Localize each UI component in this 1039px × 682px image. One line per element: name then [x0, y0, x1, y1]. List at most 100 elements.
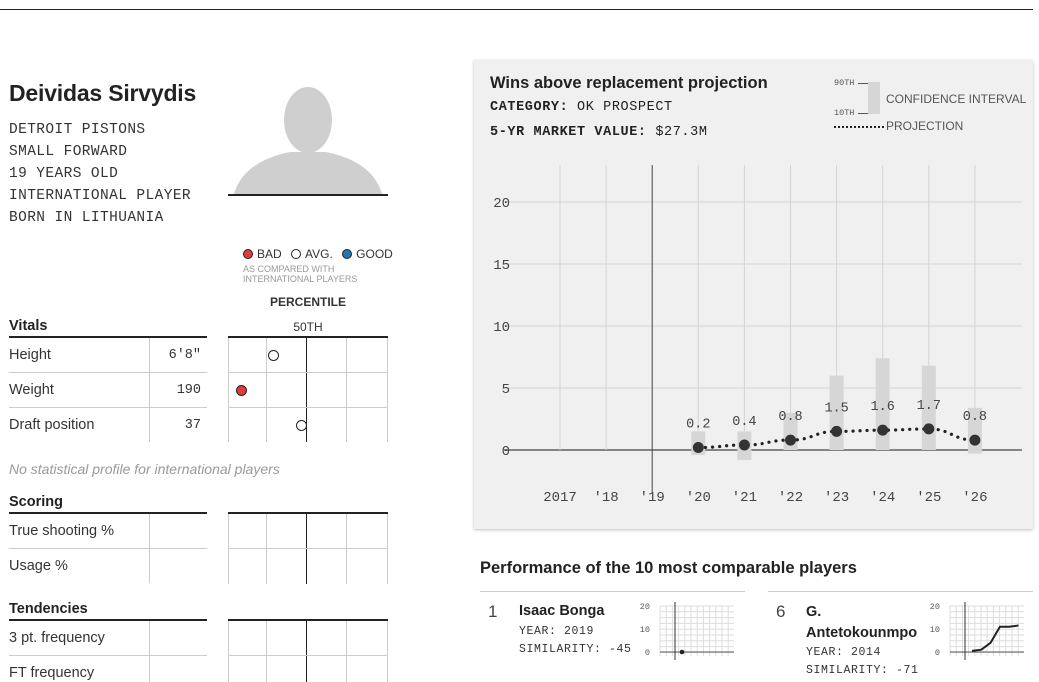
percentile-heading: PERCENTILE: [269, 295, 346, 309]
legend-good: GOOD: [356, 247, 393, 261]
bio-age: 19 YEARS OLD: [9, 166, 119, 182]
legend-note-line1: AS COMPARED WITH: [243, 264, 335, 274]
no-profile-note: No statistical profile for international…: [9, 461, 280, 477]
spark-y-tick: 10: [640, 625, 650, 635]
avg-dot-icon: [291, 248, 302, 259]
vitals-row-weight: Weight 190: [9, 373, 207, 408]
spark-y-tick: 20: [930, 602, 940, 612]
legend-ci-label: CONFIDENCE INTERVAL: [886, 92, 1027, 106]
scoring-rule: [9, 512, 207, 514]
spark-line: [971, 624, 1019, 652]
legend-ci-swatch: [868, 82, 880, 114]
legend-tick-bottom: [858, 113, 868, 114]
percentile-dot: [235, 385, 247, 396]
x-tick-label: '20: [686, 490, 711, 506]
similarity-label: SIMILARITY:: [806, 664, 889, 677]
tendencies-title: Tendencies: [9, 601, 88, 617]
row-label: Draft position: [9, 417, 95, 433]
comparable-sparkline: 20 10 0: [640, 602, 734, 660]
row-divider: [149, 514, 150, 548]
market-value: $27.3M: [655, 125, 708, 140]
projection-point: [738, 439, 750, 451]
similarity-value: -71: [896, 664, 919, 677]
spark-y-tick: 0: [935, 648, 940, 658]
row-value: 6'8": [168, 348, 201, 363]
scoring-row-usage: Usage %: [9, 549, 207, 583]
comparable-player-card[interactable]: 6 G. Antetokounmpo YEAR: 2014 SIMILARITY…: [768, 596, 1033, 682]
war-category: CATEGORY: OK PROSPECT: [490, 100, 673, 115]
tendencies-percentile-grid: [228, 621, 388, 682]
projection-point: [831, 425, 843, 437]
row-divider: [149, 656, 150, 682]
rating-legend: BAD AVG. GOOD: [243, 247, 393, 261]
comparable-name: G. Antetokounmpo: [806, 602, 917, 644]
row-divider: [149, 408, 150, 442]
percentile-median-label: 50TH: [293, 320, 323, 334]
spark-point: [679, 649, 685, 655]
war-projection-panel: 0 5 10 15 20 2017 '18 '19 '20 '21 '22 '23 '24 '25 '26 0…: [474, 60, 1033, 529]
comparable-similarity: SIMILARITY: -71: [806, 664, 919, 677]
row-divider: [149, 549, 150, 583]
war-title: Wins above replacement projection: [490, 74, 768, 92]
projection-point: [923, 423, 935, 435]
vitals-row-height: Height 6'8": [9, 338, 207, 373]
comparable-sparkline: 20 10 0: [930, 602, 1024, 660]
vitals-grid-rule: [228, 336, 388, 338]
row-divider: [149, 621, 150, 655]
x-tick-label: '21: [732, 490, 757, 506]
comparable-name-line1: G.: [806, 604, 822, 620]
projection-value-label: 1.5: [824, 401, 848, 416]
scoring-row-ts: True shooting %: [9, 514, 207, 549]
row-label: Usage %: [9, 558, 68, 574]
row-divider: [149, 373, 150, 407]
x-tick-label: '22: [778, 490, 803, 506]
legend-tick-top: [858, 83, 868, 84]
legend-note-line2: INTERNATIONAL PLAYERS: [243, 273, 358, 284]
projection-value-label: 0.8: [778, 410, 802, 425]
bio-type: INTERNATIONAL PLAYER: [9, 188, 192, 204]
spark-y-tick: 10: [930, 625, 940, 635]
vitals-row-draft: Draft position 37: [9, 408, 207, 442]
bio-position: SMALL FORWARD: [9, 144, 128, 160]
scoring-title: Scoring: [9, 494, 63, 510]
bio-birthplace: BORN IN LITHUANIA: [9, 210, 164, 226]
x-tick-label: '26: [962, 490, 987, 506]
market-label: 5-YR MARKET VALUE:: [490, 125, 647, 140]
row-label: 3 pt. frequency: [9, 630, 105, 646]
comparables-rule-left: [480, 591, 745, 592]
similarity-value: -45: [609, 643, 632, 656]
tendencies-grid-rule: [228, 619, 388, 621]
comparable-rank: 6: [776, 602, 786, 621]
comparable-year: YEAR: 2014: [806, 646, 881, 659]
comparable-rank: 1: [488, 602, 498, 621]
percentile-dot: [267, 350, 279, 361]
year-label: YEAR:: [806, 646, 844, 659]
spark-y-tick: 20: [640, 602, 650, 612]
war-market-value: 5-YR MARKET VALUE: $27.3M: [490, 125, 708, 140]
projection-value-label: 0.4: [732, 415, 756, 430]
war-chart: 0 5 10 15 20 2017 '18 '19 '20 '21 '22 '23 '24 '25 '26 0…: [493, 165, 1022, 506]
x-tick-label: '19: [640, 490, 665, 506]
x-tick-label: '25: [916, 490, 941, 506]
projection-value-label: 1.6: [871, 400, 895, 415]
category-value: OK PROSPECT: [577, 100, 673, 115]
comparable-year: YEAR: 2019: [519, 625, 594, 638]
top-rule: [0, 9, 1033, 10]
bad-dot-icon: [243, 248, 253, 259]
spark-y-tick: 0: [645, 648, 650, 658]
comparable-player-card[interactable]: 1 Isaac Bonga YEAR: 2019 SIMILARITY: -45…: [480, 596, 745, 682]
legend-bad: BAD: [257, 247, 282, 261]
y-tick-label: 5: [502, 382, 510, 398]
scoring-percentile-grid: [228, 514, 388, 584]
projection-point: [969, 434, 981, 446]
row-value: 190: [176, 383, 201, 398]
projection-point: [785, 434, 796, 446]
x-tick-label: '18: [593, 490, 618, 506]
tendencies-row-3pt: 3 pt. frequency: [9, 621, 207, 656]
player-name: Deividas Sirvydis: [9, 80, 197, 106]
x-tick-label: 2017: [543, 490, 577, 506]
category-label: CATEGORY:: [490, 100, 569, 115]
row-divider: [149, 338, 150, 372]
x-tick-label: '24: [870, 490, 895, 506]
percentile-dot: [296, 420, 308, 431]
